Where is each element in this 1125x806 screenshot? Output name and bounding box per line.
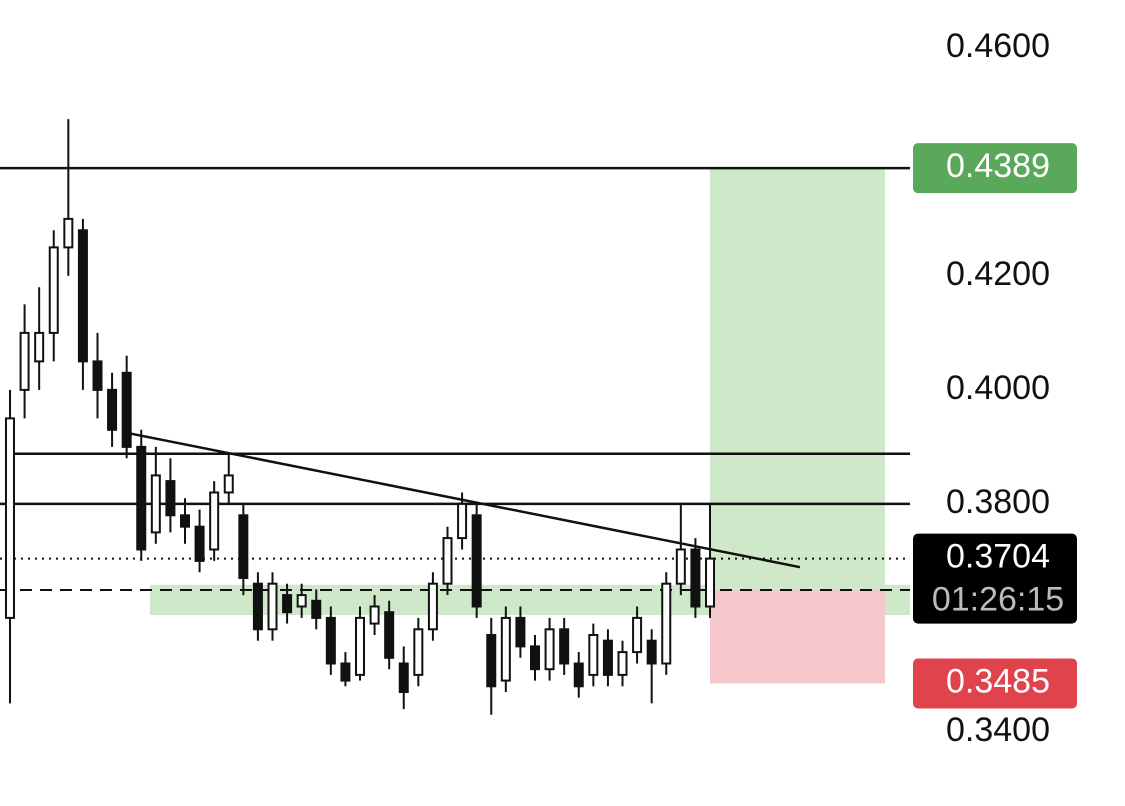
stop-area [710, 589, 885, 684]
candle-body [515, 616, 526, 648]
candle-body [384, 611, 395, 659]
candle-body [267, 582, 278, 631]
y-tick-label: 0.4200 [946, 255, 1050, 293]
candle-body [107, 388, 118, 431]
candle-body [5, 417, 15, 619]
candle-body [296, 594, 307, 608]
candle-body [413, 628, 424, 676]
y-tick-label: 0.4600 [946, 27, 1050, 65]
y-tick-label: 0.4000 [946, 369, 1050, 407]
candle-body [92, 360, 103, 391]
candle-body [661, 582, 672, 665]
candle-body [369, 605, 380, 625]
candle-body [19, 331, 30, 391]
candle-body [194, 525, 205, 562]
trend-line [122, 430, 801, 569]
candle-body [398, 662, 409, 693]
candle-body [486, 633, 497, 688]
candle-body [602, 639, 613, 676]
candle-body [209, 491, 220, 551]
candle-body [705, 557, 715, 608]
candle-body [77, 229, 88, 363]
candle-body [180, 514, 190, 528]
candle-body [500, 616, 511, 682]
price-tag [913, 658, 1077, 709]
candle-body [252, 582, 263, 631]
candle-body [121, 371, 132, 448]
candle-body [471, 514, 482, 608]
candle-body [442, 537, 453, 585]
candle-body [355, 616, 365, 676]
price-tag-label: 0.4389 [946, 147, 1050, 185]
candle-body [165, 480, 176, 517]
candle-body [544, 628, 555, 671]
candle-body [34, 331, 45, 363]
target-area [710, 168, 885, 590]
candle-body [340, 662, 351, 682]
candle-body [646, 639, 657, 665]
candle-body [573, 662, 584, 688]
candle-body [588, 633, 599, 676]
candle-body [136, 445, 147, 551]
candle-body [632, 616, 643, 654]
candle-body [63, 217, 74, 249]
candle-body [150, 474, 161, 534]
candle-body [223, 474, 234, 494]
price-tag [913, 143, 1077, 194]
candle-body [530, 645, 540, 671]
candle-body [48, 246, 59, 334]
countdown: 01:26:15 [932, 581, 1064, 619]
candle-body [311, 599, 322, 619]
candle-body [238, 514, 249, 579]
price-tag-label: 0.3485 [946, 662, 1050, 700]
y-tick-label: 0.3800 [946, 483, 1050, 521]
y-tick-label: 0.3400 [946, 711, 1050, 749]
candle-body [690, 548, 701, 608]
candle-body [617, 651, 628, 676]
candle-body [457, 502, 468, 540]
candle-body [559, 628, 570, 665]
candle-body [427, 582, 438, 631]
price-tag-label: 0.3704 [946, 538, 1050, 576]
candle-body [675, 548, 686, 585]
candle-body [325, 616, 336, 665]
price-tag [913, 533, 1077, 624]
candle-body [282, 594, 293, 614]
